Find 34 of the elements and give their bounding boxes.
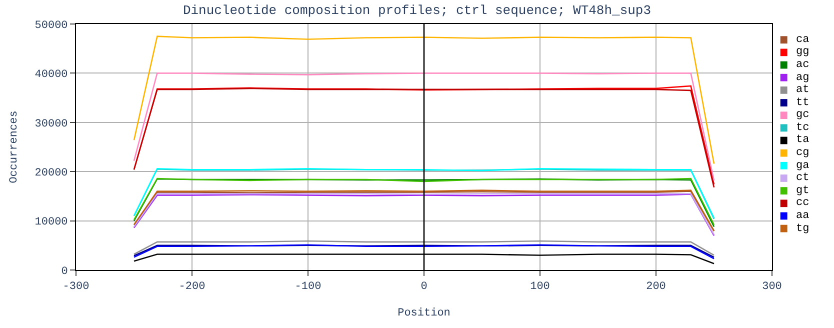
- legend-label: tc: [796, 122, 810, 134]
- x-tick-label: -300: [62, 281, 90, 294]
- legend-label: ac: [796, 59, 810, 71]
- legend-label: ga: [796, 160, 810, 172]
- y-tick-label: 20000: [34, 167, 68, 180]
- x-tick-label: -200: [178, 281, 206, 294]
- legend-label: tt: [796, 97, 810, 109]
- legend-label: ta: [796, 134, 810, 146]
- legend-label: ct: [796, 172, 810, 184]
- x-axis-title: Position: [398, 307, 450, 320]
- legend-label: gg: [796, 46, 810, 58]
- legend-label: aa: [796, 210, 810, 222]
- x-tick-label: 100: [530, 281, 550, 294]
- legend-label: cg: [796, 147, 810, 159]
- x-tick-label: 300: [762, 281, 782, 294]
- y-tick-label: 10000: [34, 216, 68, 229]
- x-tick-label: -100: [294, 281, 322, 294]
- y-tick-label: 40000: [34, 69, 68, 82]
- y-axis-title: Occurrences: [8, 110, 20, 184]
- legend-label: ag: [796, 72, 810, 84]
- legend-label: cc: [796, 197, 810, 209]
- legend-label: tg: [796, 223, 810, 235]
- legend-label: gc: [796, 109, 810, 121]
- line-series: [133, 240, 715, 256]
- x-tick-label: 0: [420, 281, 428, 294]
- y-tick-label: 30000: [34, 118, 68, 130]
- legend-label: gt: [796, 185, 810, 197]
- line-series: [133, 36, 715, 164]
- y-tick-label: 50000: [34, 20, 68, 32]
- y-tick-label: 0: [61, 266, 68, 278]
- legend-label: ca: [796, 34, 810, 46]
- x-tick-label: 200: [646, 281, 666, 294]
- chart-title: Dinucleotide composition profiles; ctrl sequence; WT48h_sup3: [182, 3, 652, 18]
- legend-label: at: [796, 84, 810, 96]
